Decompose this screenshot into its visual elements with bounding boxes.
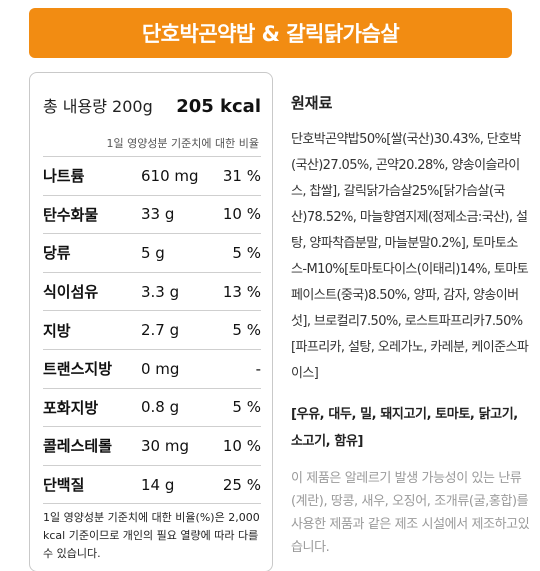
nutrient-name: 포화지방 — [43, 398, 99, 417]
nutrient-percent: 5 % — [232, 321, 261, 340]
nutrient-name: 탄수화물 — [43, 205, 99, 224]
nutrient-row-trans-fat: 트랜스지방 0 mg - — [43, 348, 261, 388]
nutrient-percent: 10 % — [222, 205, 261, 224]
nutrient-row-saturated-fat: 포화지방 0.8 g 5 % — [43, 387, 261, 427]
nutrient-value: 610 mg — [141, 166, 199, 185]
nutrient-name: 단백질 — [43, 476, 85, 495]
nutrient-row-fat: 지방 2.7 g 5 % — [43, 310, 261, 349]
ingredients-text: 단호박곤약밥50%[쌀(국산)30.43%, 단호박(국산)27.05%, 곤약… — [291, 132, 529, 381]
nutrient-value: 2.7 g — [141, 321, 180, 340]
nutrient-name: 식이섬유 — [43, 283, 99, 302]
ingredients-section: 원재료 단호박곤약밥50%[쌀(국산)30.43%, 단호박(국산)27.05%… — [291, 92, 531, 559]
nutrient-value: 30 mg — [141, 436, 189, 455]
nutrient-percent: 13 % — [222, 282, 261, 301]
nutrient-percent: 10 % — [222, 436, 261, 455]
rows-bottom-divider — [43, 503, 261, 505]
nutrient-row-carbohydrate: 탄수화물 33 g 10 % — [43, 194, 261, 234]
nutrient-percent: 5 % — [232, 398, 261, 417]
nutrition-rows: 나트륨 610 mg 31 % 탄수화물 33 g 10 % 당류 5 g 5 … — [43, 156, 261, 505]
nutrient-row-fiber: 식이섬유 3.3 g 13 % — [43, 271, 261, 311]
nutrient-name: 지방 — [43, 321, 71, 340]
nutrient-row-cholesterol: 콜레스테롤 30 mg 10 % — [43, 426, 261, 465]
nutrient-value: 0.8 g — [141, 398, 180, 417]
nutrient-value: 0 mg — [141, 359, 180, 378]
calories: 205 kcal — [176, 96, 261, 117]
nutrient-value: 33 g — [141, 205, 175, 224]
allergen-list: [우유, 대두, 밀, 돼지고기, 토마토, 닭고기, 소고기, 함유] — [291, 407, 518, 449]
nutrient-name: 트랜스지방 — [43, 360, 113, 379]
nutrient-percent: 5 % — [232, 243, 261, 262]
ingredients-heading: 원재료 — [291, 94, 333, 112]
nutrient-row-sugars: 당류 5 g 5 % — [43, 233, 261, 272]
nutrient-row-protein: 단백질 14 g 25 % — [43, 464, 261, 504]
nutrient-value: 3.3 g — [141, 282, 180, 301]
total-amount: 총 내용량 200g — [43, 97, 153, 116]
daily-value-note: 1일 영양성분 기준치에 대한 비율(%)은 2,000 kcal 기준이므로 … — [43, 511, 260, 560]
nutrition-facts-panel: 총 내용량 200g 205 kcal 1일 영양성분 기준치에 대한 비율 나… — [29, 72, 273, 571]
nutrition-header: 총 내용량 200g 205 kcal — [43, 93, 261, 117]
daily-value-caption: 1일 영양성분 기준치에 대한 비율 — [106, 137, 259, 150]
nutrient-percent: 31 % — [222, 166, 261, 185]
nutrient-percent: 25 % — [222, 475, 261, 494]
nutrient-name: 콜레스테롤 — [43, 437, 113, 456]
allergen-caution: 이 제품은 알레르기 발생 가능성이 있는 난류(계란), 땅콩, 새우, 오징… — [291, 471, 530, 555]
product-title-banner: 단호박곤약밥 & 갈릭닭가슴살 — [29, 8, 512, 58]
nutrient-name: 나트륨 — [43, 167, 85, 186]
nutrient-value: 5 g — [141, 243, 165, 262]
nutrient-row-sodium: 나트륨 610 mg 31 % — [43, 156, 261, 195]
nutrient-percent: - — [255, 359, 261, 378]
product-title: 단호박곤약밥 & 갈릭닭가슴살 — [141, 22, 400, 46]
nutrient-name: 당류 — [43, 244, 71, 263]
nutrient-value: 14 g — [141, 475, 175, 494]
